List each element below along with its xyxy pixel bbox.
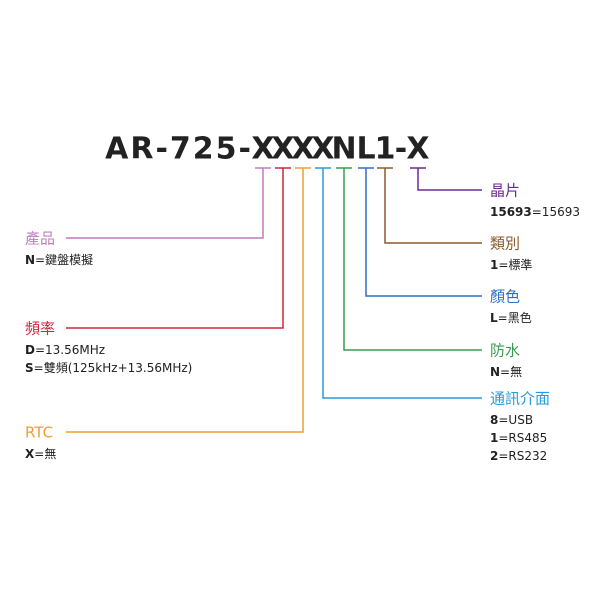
option-key: N [490, 365, 500, 379]
connector [66, 168, 284, 329]
option: S=雙頻(125kHz+13.56MHz) [25, 361, 192, 375]
group-title: 防水 [490, 342, 520, 360]
code-letter: 1 [375, 132, 396, 167]
option-desc: =USB [498, 413, 533, 427]
option-desc: =黑色 [498, 311, 532, 325]
code-letter: X [251, 132, 274, 167]
option-key: 8 [490, 413, 498, 427]
option-key: S [25, 361, 34, 375]
group-title: RTC [25, 424, 53, 442]
option-desc: =標準 [498, 257, 532, 272]
connector [66, 168, 304, 433]
option-key: X [25, 447, 35, 461]
code-letter: X [291, 132, 314, 167]
code-letter: L [356, 132, 375, 167]
connector [384, 168, 482, 244]
option: D=13.56MHz [25, 343, 105, 357]
code-prefix: AR-725- [105, 132, 253, 167]
code-letter: N [331, 132, 356, 167]
code-letter: X [311, 132, 334, 167]
option-key: 1 [490, 431, 498, 445]
option-key: N [25, 253, 35, 267]
option-desc: =無 [34, 446, 56, 461]
connector [343, 168, 482, 351]
option-desc: =無 [500, 364, 522, 379]
connector [417, 168, 482, 191]
option-desc: =13.56MHz [35, 343, 105, 357]
code-letter: X [271, 132, 294, 167]
option-desc: =RS485 [498, 431, 547, 445]
connector [322, 168, 482, 399]
option-key: 2 [490, 449, 498, 463]
option: 2=RS232 [490, 449, 547, 463]
option: L=黑色 [490, 311, 532, 325]
option-desc: =RS232 [498, 449, 547, 463]
group-title: 類別 [490, 235, 520, 253]
group-title: 頻率 [25, 320, 55, 338]
code-letter: X [406, 132, 429, 167]
option: X=無 [25, 446, 56, 461]
connector [365, 168, 482, 297]
option-key: L [490, 311, 498, 325]
option: N=無 [490, 364, 522, 379]
option: 1=RS485 [490, 431, 547, 445]
option: 8=USB [490, 413, 533, 427]
option: N=鍵盤模擬 [25, 252, 93, 267]
group-title: 通訊介面 [490, 390, 550, 408]
group-title: 顏色 [490, 288, 520, 306]
option-key: D [25, 343, 35, 357]
group-title: 產品 [25, 230, 55, 248]
option-key: 1 [490, 258, 498, 272]
option-key: 15693 [490, 205, 532, 219]
option-desc: =雙頻(125kHz+13.56MHz) [34, 361, 193, 375]
code-separator: - [395, 132, 407, 167]
group-title: 晶片 [490, 182, 520, 200]
option: 15693=15693 [490, 205, 580, 219]
connector [66, 168, 264, 239]
option: 1=標準 [490, 257, 532, 272]
option-desc: =15693 [532, 205, 580, 219]
option-desc: =鍵盤模擬 [35, 252, 93, 267]
